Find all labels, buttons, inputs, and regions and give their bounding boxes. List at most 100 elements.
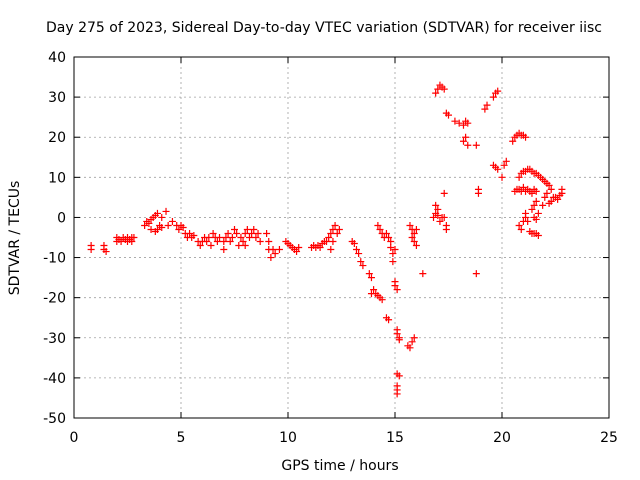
- data-point: [239, 238, 247, 246]
- data-point: [333, 229, 341, 237]
- data-point: [231, 225, 238, 233]
- data-point: [357, 258, 365, 266]
- data-point: [434, 85, 442, 93]
- data-point: [233, 229, 241, 237]
- data-point: [532, 197, 540, 205]
- data-point: [408, 338, 416, 346]
- data-point: [241, 242, 249, 250]
- data-point: [455, 119, 463, 127]
- data-points: [87, 81, 566, 398]
- data-point: [376, 225, 384, 233]
- data-point: [451, 117, 459, 125]
- data-point: [532, 215, 540, 223]
- data-point: [515, 173, 523, 181]
- data-point: [412, 242, 420, 250]
- data-point: [515, 221, 523, 229]
- data-point: [222, 234, 230, 241]
- data-point: [440, 213, 448, 221]
- data-point: [440, 189, 448, 197]
- data-point: [158, 223, 166, 231]
- data-point: [410, 229, 418, 237]
- data-point: [434, 211, 442, 219]
- data-point: [295, 244, 303, 252]
- data-point: [522, 209, 530, 217]
- data-point: [459, 121, 467, 129]
- y-axis-label: SDTVAR / TECUs: [7, 181, 23, 296]
- data-point: [87, 246, 95, 254]
- x-tick-label: 0: [70, 430, 79, 446]
- y-tick-label: -40: [43, 371, 66, 387]
- data-point: [494, 87, 502, 95]
- data-point: [224, 229, 232, 237]
- data-point: [359, 262, 367, 270]
- data-point: [243, 225, 251, 233]
- data-point: [494, 165, 502, 173]
- data-point: [325, 234, 333, 241]
- data-point: [209, 229, 217, 237]
- data-point: [474, 185, 482, 193]
- data-point: [432, 201, 440, 209]
- y-tick-label: 40: [48, 50, 66, 66]
- data-point: [440, 85, 448, 93]
- data-point: [329, 238, 337, 246]
- data-point: [481, 105, 489, 113]
- data-point: [387, 244, 395, 252]
- data-point: [250, 225, 258, 233]
- x-tick-label: 15: [386, 430, 404, 446]
- data-point: [323, 238, 331, 246]
- data-point: [190, 231, 198, 239]
- data-point: [436, 217, 444, 225]
- data-point: [102, 248, 110, 256]
- data-point: [213, 238, 221, 246]
- data-point: [445, 111, 452, 119]
- data-point: [141, 221, 149, 229]
- data-point: [385, 234, 393, 241]
- data-point: [391, 246, 399, 254]
- data-point: [275, 246, 283, 254]
- data-point: [547, 197, 555, 205]
- data-point: [406, 344, 414, 352]
- x-tick-label: 5: [177, 430, 186, 446]
- data-point: [410, 334, 418, 342]
- data-point: [545, 181, 553, 189]
- data-point: [462, 133, 470, 141]
- data-point: [162, 207, 170, 215]
- data-point: [207, 242, 215, 250]
- data-point: [558, 189, 566, 197]
- data-point: [387, 238, 395, 246]
- data-point: [175, 225, 183, 233]
- data-point: [412, 225, 420, 233]
- x-axis-label: GPS time / hours: [281, 458, 398, 474]
- data-point: [464, 119, 472, 127]
- data-point: [389, 250, 397, 258]
- data-point: [500, 161, 508, 169]
- data-point: [459, 137, 467, 145]
- data-point: [547, 185, 555, 193]
- data-point: [367, 274, 375, 282]
- data-point: [331, 221, 339, 229]
- data-point: [389, 258, 397, 266]
- data-point: [254, 229, 262, 237]
- data-point: [502, 157, 510, 165]
- y-tick-label: -20: [43, 291, 66, 307]
- data-point: [532, 187, 540, 195]
- data-point: [179, 223, 187, 231]
- data-point: [489, 93, 497, 101]
- x-tick-label: 10: [279, 430, 297, 446]
- y-tick-label: 30: [48, 90, 66, 106]
- data-point: [265, 238, 273, 246]
- data-point: [228, 234, 236, 241]
- data-point: [128, 238, 136, 246]
- data-point: [269, 246, 277, 254]
- data-point: [432, 89, 440, 97]
- chart-title: Day 275 of 2023, Sidereal Day-to-day VTE…: [46, 20, 602, 36]
- data-point: [145, 219, 153, 227]
- data-point: [406, 221, 414, 229]
- x-tick-label: 25: [600, 430, 618, 446]
- data-point: [534, 231, 542, 239]
- data-point: [355, 250, 363, 258]
- data-point: [395, 372, 403, 380]
- data-point: [464, 141, 472, 149]
